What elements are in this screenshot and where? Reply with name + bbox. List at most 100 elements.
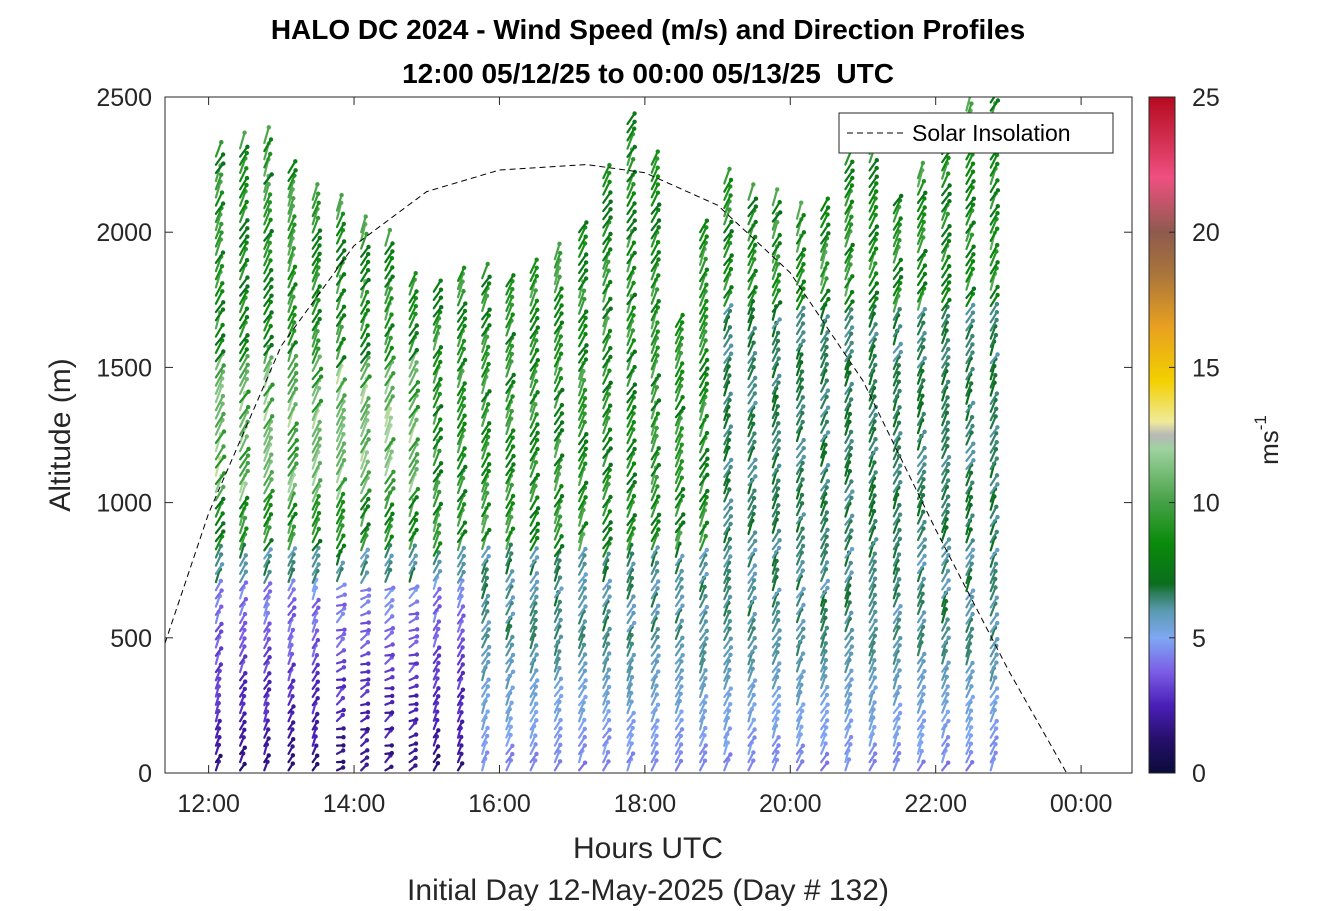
wind-barb-head [824, 534, 829, 539]
wind-barb-head [873, 412, 878, 418]
wind-barb [626, 329, 635, 346]
wind-barb-head [268, 459, 273, 464]
wind-barb-head [995, 204, 1000, 209]
wind-barb [674, 476, 683, 493]
wind-barb-head [342, 377, 347, 382]
wind-barb [941, 172, 950, 188]
wind-barb-head [534, 751, 539, 757]
wind-barb-head [946, 718, 951, 724]
wind-barb [384, 438, 395, 452]
wind-barb-head [391, 585, 396, 590]
wind-barb [408, 409, 417, 427]
wind-barb-head [364, 450, 370, 455]
wind-barb [311, 330, 319, 348]
wind-barb-head [945, 403, 950, 408]
wind-barb-head [485, 725, 490, 731]
wind-barb-head [510, 501, 515, 506]
wind-barb [287, 204, 294, 223]
wind-barb-head [534, 412, 539, 417]
wind-barb [771, 273, 781, 289]
wind-barb [965, 203, 975, 218]
wind-barb-head [366, 620, 371, 625]
wind-barb-head [825, 196, 830, 201]
wind-barb [505, 429, 515, 444]
wind-barb-head [366, 350, 371, 356]
wind-barb-head [702, 708, 708, 714]
wind-barb [408, 453, 419, 468]
wind-barb-head [389, 502, 395, 507]
wind-barb-head [679, 426, 684, 431]
wind-barb [311, 339, 320, 356]
wind-barb-head [995, 352, 1000, 357]
wind-barb-head [269, 538, 274, 543]
wind-barb-head [364, 570, 370, 575]
wind-barb [214, 384, 223, 404]
wind-barb-head [822, 598, 828, 604]
colorbar-label: ms-1 [1251, 415, 1284, 465]
wind-barb-head [775, 486, 781, 491]
wind-barb-head [244, 338, 249, 344]
wind-barb-head [632, 472, 638, 477]
wind-barb [239, 533, 247, 551]
wind-barb [335, 400, 345, 418]
wind-barb [553, 335, 562, 351]
wind-barb [723, 268, 733, 283]
wind-barb-head [970, 538, 975, 543]
wind-barb-head [390, 699, 395, 705]
wind-barb-head [438, 541, 443, 546]
wind-barb [239, 190, 247, 207]
wind-barb-head [753, 204, 759, 209]
wind-barb-head [535, 358, 540, 363]
wind-barb [698, 349, 708, 364]
wind-barb [408, 394, 418, 411]
wind-barb-head [583, 694, 588, 700]
wind-barb [698, 290, 707, 307]
wind-barb [650, 354, 659, 371]
wind-barb [650, 452, 659, 469]
wind-barb-head [947, 297, 952, 303]
wind-barb-head [753, 538, 758, 544]
wind-barb-head [341, 743, 346, 748]
wind-barb-head [946, 287, 951, 292]
wind-barb [481, 375, 488, 395]
wind-barb-head [316, 526, 321, 532]
wind-barb [771, 255, 780, 272]
wind-barb-head [607, 427, 613, 432]
wind-barb [214, 412, 225, 428]
wind-barb-head [704, 430, 710, 436]
wind-barb-head [849, 570, 854, 575]
wind-barb-head [559, 303, 564, 308]
wind-barb-head [608, 215, 613, 220]
wind-barb-head [510, 493, 516, 499]
wind-barb [481, 429, 490, 444]
wind-barb-head [823, 665, 828, 671]
wind-barb-head [872, 592, 878, 598]
wind-barb [529, 364, 538, 380]
wind-barb [553, 524, 562, 541]
wind-barb [602, 468, 611, 484]
wind-barb [723, 479, 730, 495]
wind-barb [529, 403, 537, 421]
wind-barb-head [390, 626, 396, 631]
wind-barb [287, 180, 295, 199]
wind-barb-head [993, 561, 999, 566]
wind-barb-head [293, 282, 298, 287]
wind-barb [239, 248, 247, 264]
wind-barb-head [365, 418, 370, 423]
wind-barb-head [607, 368, 612, 373]
wind-barb-head [217, 676, 222, 681]
wind-barb-head [968, 708, 974, 713]
wind-barb-head [315, 182, 320, 187]
wind-barb-head [848, 445, 854, 451]
wind-barb [602, 269, 610, 287]
wind-barb-head [823, 500, 828, 505]
wind-barb [239, 454, 250, 469]
wind-barb-head [510, 578, 515, 583]
wind-barb-head [968, 716, 973, 721]
wind-barb-head [242, 644, 247, 649]
wind-barb [868, 197, 877, 213]
wind-barb [602, 393, 610, 410]
wind-barb-head [801, 602, 806, 608]
wind-barb-head [607, 735, 612, 740]
wind-barb-head [776, 702, 782, 707]
